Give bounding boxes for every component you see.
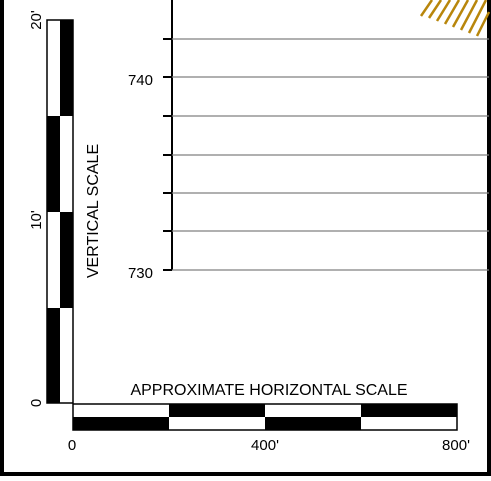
elevation-label-740: 740 bbox=[128, 72, 153, 89]
hatch-line bbox=[419, 0, 434, 17]
scale-segment bbox=[73, 417, 169, 430]
hatched-bank bbox=[419, 0, 491, 37]
elevation-gridlines bbox=[172, 38, 489, 271]
scale-segment bbox=[169, 404, 265, 417]
horizontal-scale-label-800: 800' bbox=[442, 437, 470, 454]
horizontal-scale-title: APPROXIMATE HORIZONTAL SCALE bbox=[130, 382, 407, 399]
vertical-scale-title: VERTICAL SCALE bbox=[85, 144, 102, 278]
vertical-scale-bar: VERTICAL SCALE 0 10' 20' bbox=[28, 10, 102, 407]
vertical-scale-label-10: 10' bbox=[28, 210, 45, 230]
elevation-label-730: 730 bbox=[128, 265, 153, 282]
hatch-line bbox=[427, 0, 443, 19]
scale-segment bbox=[60, 20, 73, 116]
scale-segment bbox=[47, 116, 60, 212]
scale-segment bbox=[265, 417, 361, 430]
horizontal-scale-label-0: 0 bbox=[68, 437, 76, 454]
vertical-scale-label-0: 0 bbox=[28, 399, 45, 407]
hatch-line bbox=[475, 11, 491, 37]
elevation-plot: 740 730 bbox=[128, 0, 491, 282]
hatch-line bbox=[435, 0, 452, 22]
horizontal-scale-bar: APPROXIMATE HORIZONTAL SCALE 0 400' 800' bbox=[68, 382, 470, 454]
elevation-ticks bbox=[163, 38, 172, 271]
scale-segment bbox=[60, 212, 73, 308]
horizontal-scale-label-400: 400' bbox=[251, 437, 279, 454]
hatch-line bbox=[443, 0, 461, 25]
hatch-line bbox=[451, 0, 470, 28]
scale-segment bbox=[47, 308, 60, 403]
hatch-line bbox=[467, 0, 488, 34]
vertical-scale-label-20: 20' bbox=[28, 10, 45, 30]
scale-segment bbox=[361, 404, 457, 417]
hatch-line bbox=[459, 0, 479, 31]
